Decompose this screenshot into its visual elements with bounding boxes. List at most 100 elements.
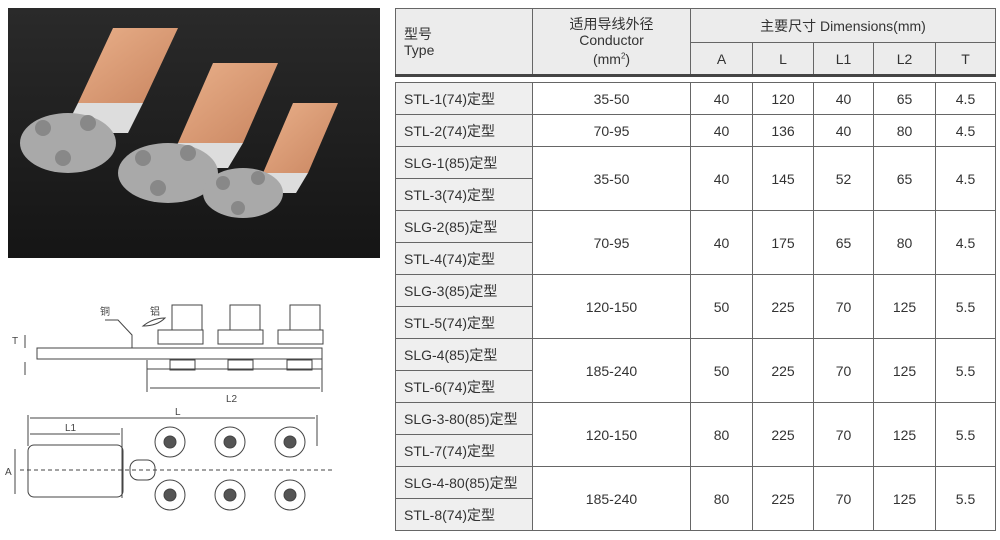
l-cell: 225 — [752, 466, 814, 531]
dim-L: L — [175, 407, 181, 418]
l1-cell: 40 — [813, 82, 874, 115]
t-cell: 4.5 — [935, 146, 996, 211]
l2-cell: 80 — [873, 210, 936, 275]
l1-cell: 70 — [813, 274, 874, 339]
col-L2: L2 — [873, 42, 936, 77]
t-cell: 5.5 — [935, 274, 996, 339]
l-cell: 225 — [752, 274, 814, 339]
table-row: STL-7(74)定型 — [395, 434, 996, 467]
a-cell: 40 — [690, 210, 753, 275]
t-cell: 5.5 — [935, 402, 996, 467]
conductor-cell: 70-95 — [532, 114, 691, 147]
l2-cell: 125 — [873, 466, 936, 531]
a-cell: 50 — [690, 274, 753, 339]
l-cell: 145 — [752, 146, 814, 211]
dim-A: A — [5, 467, 12, 478]
a-cell: 50 — [690, 338, 753, 403]
conductor-cell: 120-150 — [532, 274, 691, 339]
dim-L2: L2 — [226, 394, 238, 405]
product-photo — [8, 8, 380, 258]
spec-table: STL-1(74)定型 35-50 40 120 40 65 4.5 STL-2(74)定型 7… — [395, 82, 996, 531]
table-row: STL-1(74)定型 35-50 40 120 40 65 4.5 — [395, 82, 996, 115]
table-row: STL-6(74)定型 — [395, 370, 996, 403]
col-L1: L1 — [813, 42, 874, 77]
l-cell: 225 — [752, 402, 814, 467]
type-cell: SLG-1(85)定型 — [395, 146, 533, 179]
type-cell: SLG-3(85)定型 — [395, 274, 533, 307]
type-cell: SLG-3-80(85)定型 — [395, 402, 533, 435]
conductor-header-cn: 适用导线外径 — [569, 16, 654, 33]
l1-cell: 70 — [813, 338, 874, 403]
t-cell: 5.5 — [935, 466, 996, 531]
type-cell: STL-7(74)定型 — [395, 434, 533, 467]
conductor-cell: 35-50 — [532, 146, 691, 211]
l2-cell: 125 — [873, 402, 936, 467]
type-cell: SLG-4-80(85)定型 — [395, 466, 533, 499]
bolt-side-views — [157, 304, 324, 371]
type-cell: STL-1(74)定型 — [395, 82, 533, 115]
t-cell: 4.5 — [935, 82, 996, 115]
type-cell: STL-6(74)定型 — [395, 370, 533, 403]
aluminum-label: 铝 — [150, 306, 160, 318]
t-cell: 4.5 — [935, 114, 996, 147]
dim-T: T — [12, 336, 18, 347]
dimensions-header: 主要尺寸 Dimensions(mm) — [690, 8, 996, 43]
l2-cell: 80 — [873, 114, 936, 147]
spec-table-header: 型号 Type 适用导线外径 Conductor (mm2) 主要尺寸 Dime… — [395, 8, 996, 77]
conductor-cell: 70-95 — [532, 210, 691, 275]
l-cell: 136 — [752, 114, 814, 147]
table-row: STL-5(74)定型 — [395, 306, 996, 339]
a-cell: 40 — [690, 82, 753, 115]
table-row: STL-4(74)定型 — [395, 242, 996, 275]
type-header-en: Type — [404, 41, 435, 58]
table-row: STL-3(74)定型 — [395, 178, 996, 211]
col-T: T — [935, 42, 996, 77]
type-cell: SLG-2(85)定型 — [395, 210, 533, 243]
copper-label: 铜 — [100, 306, 110, 318]
dimension-drawing: 铜 铝 T L2 L L1 A — [5, 304, 335, 511]
table-row: SLG-3(85)定型 120-150 50 225 70 125 5.5 — [395, 274, 996, 339]
conductor-unit: (mm2) — [592, 50, 631, 67]
table-row: SLG-4-80(85)定型 185-240 80 225 70 125 5.5 — [395, 466, 996, 531]
dim-L1: L1 — [65, 423, 77, 434]
l-cell: 175 — [752, 210, 814, 275]
l1-cell: 40 — [813, 114, 874, 147]
conductor-cell: 185-240 — [532, 466, 691, 531]
type-cell: STL-2(74)定型 — [395, 114, 533, 147]
col-A: A — [690, 42, 753, 77]
clamp-top-view — [129, 426, 306, 511]
a-cell: 40 — [690, 114, 753, 147]
l1-cell: 52 — [813, 146, 874, 211]
l2-cell: 125 — [873, 338, 936, 403]
type-cell: STL-5(74)定型 — [395, 306, 533, 339]
l2-cell: 125 — [873, 274, 936, 339]
type-cell: STL-4(74)定型 — [395, 242, 533, 275]
connector-1 — [20, 28, 178, 173]
l1-cell: 70 — [813, 402, 874, 467]
type-cell: SLG-4(85)定型 — [395, 338, 533, 371]
l1-cell: 65 — [813, 210, 874, 275]
conductor-header-en: Conductor — [579, 32, 644, 49]
table-row: SLG-2(85)定型 70-95 40 175 65 80 4.5 — [395, 210, 996, 275]
type-header-cn: 型号 — [404, 25, 432, 42]
table-row: STL-8(74)定型 — [395, 498, 996, 531]
t-cell: 5.5 — [935, 338, 996, 403]
l1-cell: 70 — [813, 466, 874, 531]
l-cell: 225 — [752, 338, 814, 403]
a-cell: 80 — [690, 402, 753, 467]
a-cell: 40 — [690, 146, 753, 211]
table-row: SLG-3-80(85)定型 120-150 80 225 70 125 5.5 — [395, 402, 996, 467]
table-row: SLG-4(85)定型 185-240 50 225 70 125 5.5 — [395, 338, 996, 403]
col-L: L — [752, 42, 814, 77]
table-row: SLG-1(85)定型 35-50 40 145 52 65 4.5 — [395, 146, 996, 211]
a-cell: 80 — [690, 466, 753, 531]
conductor-cell: 185-240 — [532, 338, 691, 403]
type-cell: STL-3(74)定型 — [395, 178, 533, 211]
type-cell: STL-8(74)定型 — [395, 498, 533, 531]
l2-cell: 65 — [873, 82, 936, 115]
conductor-cell: 120-150 — [532, 402, 691, 467]
l-cell: 120 — [752, 82, 814, 115]
connector-2 — [118, 63, 278, 203]
t-cell: 4.5 — [935, 210, 996, 275]
l2-cell: 65 — [873, 146, 936, 211]
